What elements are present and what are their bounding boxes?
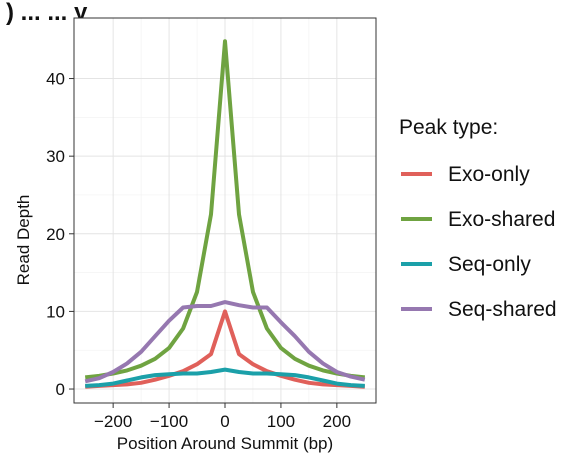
legend-title: Peak type: (399, 116, 498, 139)
y-tick-label: 10 (46, 302, 65, 321)
legend-label-seq-only: Seq-only (448, 253, 531, 276)
y-tick-label: 20 (46, 225, 65, 244)
series-line-seq-shared (84, 300, 366, 384)
y-tick-label: 40 (46, 70, 65, 89)
x-tick-label: −100 (150, 412, 188, 431)
y-tick-label: 30 (46, 147, 65, 166)
legend: Peak type: Exo-only Exo-shared Seq-only Seq… (399, 116, 557, 321)
y-axis: 0 10 20 30 40 (46, 70, 74, 399)
legend-label-seq-shared: Seq-shared (448, 298, 557, 321)
y-axis-title: Read Depth (14, 195, 33, 286)
x-axis: −200 −100 0 100 200 (94, 403, 351, 431)
legend-label-exo-shared: Exo-shared (448, 208, 555, 231)
series-lines (84, 39, 366, 389)
x-axis-title: Position Around Summit (bp) (117, 434, 333, 453)
series-line-exo-shared (84, 39, 366, 380)
series-line-exo-only (85, 309, 365, 389)
x-tick-label: 0 (220, 412, 229, 431)
x-tick-label: 200 (323, 412, 351, 431)
x-tick-label: −200 (94, 412, 132, 431)
legend-label-exo-only: Exo-only (448, 163, 530, 186)
series-line-seq-only (85, 367, 365, 388)
x-tick-label: 100 (267, 412, 295, 431)
y-tick-label: 0 (56, 380, 65, 399)
